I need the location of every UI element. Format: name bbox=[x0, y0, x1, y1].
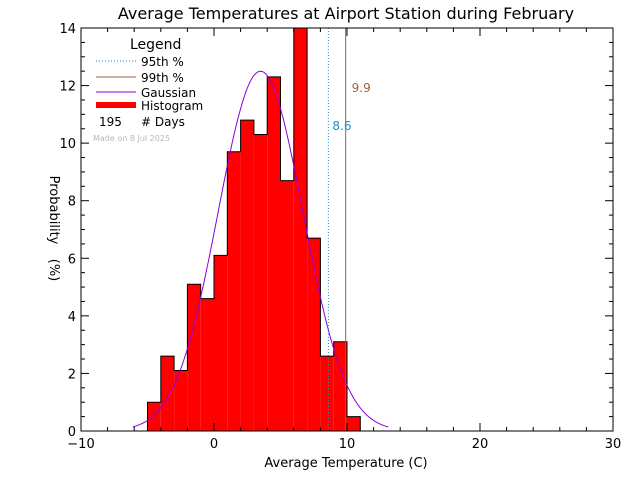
x-axis-label: Average Temperature (C) bbox=[264, 456, 427, 471]
legend-histogram-label: Histogram bbox=[141, 99, 203, 113]
y-tick-label: 12 bbox=[59, 80, 76, 95]
chart-title: Average Temperatures at Airport Station … bbox=[118, 4, 574, 23]
histogram-outline bbox=[147, 27, 361, 431]
histogram-bar bbox=[347, 416, 361, 431]
y-tick-label: 2 bbox=[68, 367, 76, 382]
y-tick-label: 0 bbox=[68, 425, 76, 440]
y-tick-label: 10 bbox=[59, 137, 76, 152]
histogram-bar bbox=[227, 151, 241, 431]
histogram-bar bbox=[160, 356, 175, 431]
y-axis-label: Probability bbox=[46, 176, 61, 245]
y-axis-unit: (%) bbox=[46, 259, 61, 282]
legend-histogram-swatch bbox=[96, 102, 136, 108]
histogram-bar bbox=[307, 238, 321, 431]
legend-days-count: 195 bbox=[99, 115, 122, 129]
histogram-bar bbox=[320, 356, 334, 431]
legend: Legend 95th % 99th % Gaussian Histogram … bbox=[93, 37, 203, 143]
credit-text: Made on 8 Jul 2025 bbox=[93, 134, 170, 143]
histogram-bar bbox=[174, 370, 188, 431]
x-tick-label: −10 bbox=[67, 437, 94, 452]
legend-95-label: 95th % bbox=[141, 55, 184, 69]
histogram-bar bbox=[200, 298, 214, 431]
legend-gaussian-label: Gaussian bbox=[141, 86, 196, 100]
y-tick-label: 8 bbox=[68, 195, 76, 210]
histogram-bar bbox=[267, 76, 281, 431]
y-tick-label: 4 bbox=[68, 310, 76, 325]
axes bbox=[80, 27, 614, 432]
percentile-95-label: 8.6 bbox=[332, 119, 351, 133]
x-tick-label: 0 bbox=[210, 437, 218, 452]
histogram-bar bbox=[240, 120, 254, 431]
legend-title: Legend bbox=[130, 37, 181, 53]
percentile-lines: 8.6 9.9 bbox=[327, 28, 371, 431]
histogram-bar bbox=[214, 255, 228, 431]
histogram-bars bbox=[147, 27, 361, 431]
histogram-bar bbox=[253, 134, 268, 431]
histogram-bar bbox=[147, 402, 161, 431]
histogram-bar bbox=[280, 180, 294, 431]
y-tick-label: 6 bbox=[68, 252, 76, 267]
histogram-bar bbox=[293, 28, 308, 431]
y-tick-label: 14 bbox=[59, 22, 76, 37]
histogram-bar bbox=[187, 284, 201, 431]
percentile-99-label: 9.9 bbox=[352, 81, 371, 95]
legend-days-label: # Days bbox=[141, 115, 185, 129]
histogram-bar bbox=[333, 341, 347, 431]
legend-99-label: 99th % bbox=[141, 71, 184, 85]
x-tick-label: 20 bbox=[472, 437, 489, 452]
x-tick-label: 10 bbox=[339, 437, 356, 452]
x-tick-label: 30 bbox=[605, 437, 622, 452]
